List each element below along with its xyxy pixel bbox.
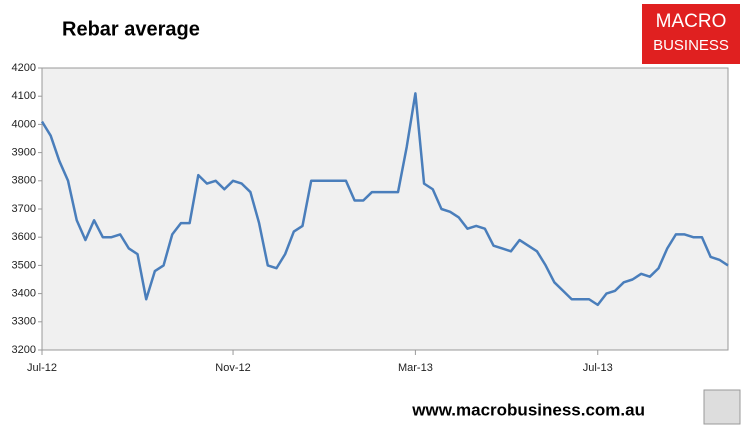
x-tick-label: Jul-12 [27,362,57,374]
x-tick-label: Mar-13 [398,362,433,374]
y-tick-label: 3600 [12,231,36,243]
y-tick-label: 3200 [12,344,36,356]
line [40,92,729,307]
y-tick-label: 4100 [12,90,36,102]
y-tick-label: 4000 [12,118,36,130]
logo-text: BUSINESS [653,37,729,54]
y-tick-label: 3400 [12,288,36,300]
x-tick-label: Jul-13 [583,362,613,374]
logo-box [642,4,740,64]
y-tick-label: 3900 [12,147,36,159]
chart-title: Rebar average [62,18,200,40]
plot-area [41,67,729,351]
x-tick-label: Nov-12 [215,362,250,374]
y-tick-label: 3500 [12,259,36,271]
y-tick-label: 4200 [12,62,36,74]
y-tick-label: 3700 [12,203,36,215]
logo-text: MACRO [656,11,727,32]
y-tick-label: 3800 [12,175,36,187]
logo-icon [703,389,741,425]
footer: www.macrobusiness.com.au [411,400,645,419]
y-tick-label: 3300 [12,316,36,328]
